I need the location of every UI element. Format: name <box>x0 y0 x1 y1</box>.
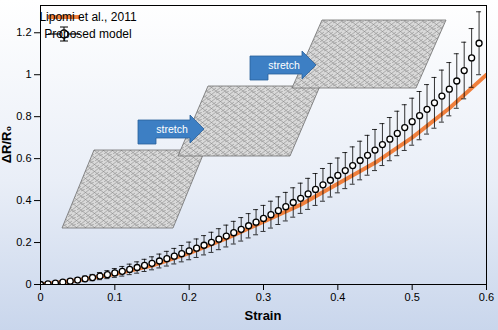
svg-text:0: 0 <box>37 291 43 303</box>
svg-text:0.5: 0.5 <box>405 291 420 303</box>
svg-text:0: 0 <box>25 278 31 290</box>
svg-text:0.6: 0.6 <box>16 152 31 164</box>
svg-text:0.6: 0.6 <box>479 291 494 303</box>
svg-text:0.8: 0.8 <box>16 110 31 122</box>
svg-text:Strain: Strain <box>245 308 282 323</box>
svg-text:0.4: 0.4 <box>330 291 345 303</box>
svg-text:Lipomi et al., 2011: Lipomi et al., 2011 <box>39 10 136 24</box>
svg-text:1: 1 <box>25 68 31 80</box>
svg-text:ΔR/R₀: ΔR/R₀ <box>0 126 14 164</box>
svg-text:0.2: 0.2 <box>16 236 31 248</box>
svg-text:stretch: stretch <box>268 59 300 71</box>
svg-text:0.1: 0.1 <box>107 291 122 303</box>
svg-text:0.4: 0.4 <box>16 194 31 206</box>
svg-text:1.2: 1.2 <box>16 26 31 38</box>
svg-text:0.2: 0.2 <box>182 291 197 303</box>
svg-text:Proposed model: Proposed model <box>44 27 131 41</box>
svg-text:0.3: 0.3 <box>256 291 271 303</box>
svg-text:stretch: stretch <box>156 123 188 135</box>
